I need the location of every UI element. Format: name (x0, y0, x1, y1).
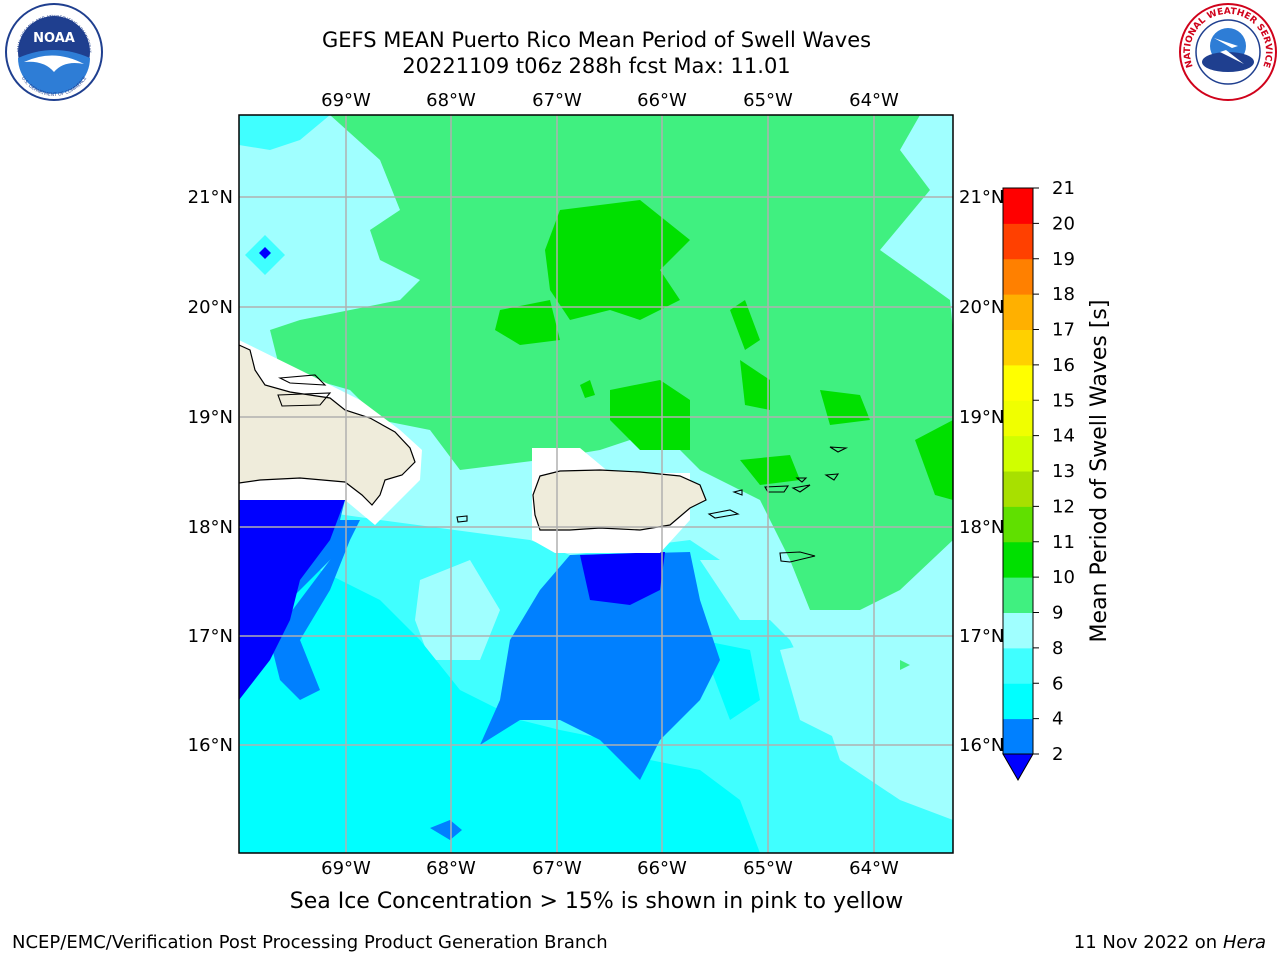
lat-tick-right: 19°N (959, 407, 1004, 428)
lat-tick-right: 17°N (959, 626, 1004, 647)
colorbar-segment (1003, 294, 1033, 330)
colorbar-segment (1003, 718, 1033, 755)
date-stamp: 11 Nov 2022 on Hera (1074, 932, 1266, 953)
colorbar-tick-label: 19 (1052, 249, 1075, 270)
nws-logo: NATIONAL WEATHER SERVICE (1179, 3, 1277, 101)
lat-tick-right: 18°N (959, 517, 1004, 538)
colorbar-tick-label: 21 (1052, 178, 1075, 199)
lon-tick-bottom: 65°W (743, 858, 793, 879)
colorbar: 2 4 6 8 9 10 11 12 13 14 15 16 17 18 19 20 21 Mean Perio… (1002, 178, 1112, 782)
contour-10-11s (740, 360, 770, 410)
noaa-logo-text: NOAA (33, 31, 75, 46)
colorbar-segment (1003, 647, 1033, 684)
lat-tick-right: 16°N (959, 735, 1004, 756)
lon-tick-top: 68°W (426, 90, 476, 111)
colorbar-tick-label: 9 (1052, 603, 1063, 624)
colorbar-segment (1003, 506, 1033, 543)
lon-tick-top: 66°W (637, 90, 687, 111)
lon-tick-bottom: 64°W (849, 858, 899, 879)
lon-tick-bottom: 69°W (321, 858, 371, 879)
lat-tick-left: 18°N (188, 517, 233, 538)
lon-tick-bottom: 66°W (637, 858, 687, 879)
contour-10-11s (580, 380, 595, 398)
colorbar-tick-label: 6 (1052, 673, 1063, 694)
contour-below-2s (239, 500, 345, 700)
colorbar-segment (1003, 577, 1033, 613)
colorbar-segment (1003, 435, 1033, 472)
contour-10-11s (545, 200, 690, 320)
islands-outline (277, 374, 849, 563)
contour-8-9s-patch (780, 640, 860, 740)
colorbar-extend-arrow (1002, 753, 1034, 782)
sea-ice-note: Sea Ice Concentration > 15% is shown in … (289, 889, 904, 914)
colorbar-segment (1003, 258, 1033, 295)
credit-text: NCEP/EMC/Verification Post Processing Pr… (12, 932, 608, 953)
colorbar-tick-label: 2 (1052, 744, 1063, 765)
lon-tick-bottom: 67°W (532, 858, 582, 879)
noaa-logo: NOAA NATIONAL OCEANIC AND ATMOSPHERIC AD… (4, 2, 103, 101)
lon-tick-top: 67°W (532, 90, 582, 111)
colorbar-tick-label: 20 (1052, 213, 1075, 234)
map-frame (238, 114, 954, 854)
colorbar-tick-label: 16 (1052, 355, 1075, 376)
swell-period-field (239, 115, 953, 853)
lon-tick-top: 69°W (321, 90, 371, 111)
hispaniola-land (239, 344, 416, 506)
contour-10-11s (495, 300, 560, 345)
map-grid (239, 115, 953, 853)
lat-tick-left: 17°N (188, 626, 233, 647)
lat-tick-right: 20°N (959, 297, 1004, 318)
lat-tick-right: 21°N (959, 187, 1004, 208)
map-title: GEFS MEAN Puerto Rico Mean Period of Swe… (321, 28, 872, 52)
colorbar-segment (1003, 541, 1033, 578)
colorbar-tick-label: 12 (1052, 496, 1075, 517)
lat-tick-left: 21°N (188, 187, 233, 208)
colorbar-tick-label: 10 (1052, 567, 1075, 588)
colorbar-title: Mean Period of Swell Waves [s] (1087, 300, 1112, 643)
colorbar-segment (1003, 683, 1033, 720)
machine-name: Hera (1222, 932, 1266, 953)
date-text: 11 Nov 2022 on (1073, 932, 1218, 953)
lon-tick-bottom: 68°W (426, 858, 476, 879)
colorbar-segment (1003, 471, 1033, 507)
lon-tick-top: 65°W (743, 90, 793, 111)
contour-10-11s (730, 300, 760, 350)
contour-2-4s (430, 820, 462, 840)
contour-8-9s-patch (700, 560, 780, 620)
colorbar-tick-label: 15 (1052, 390, 1075, 411)
contour-9-10s-patch (900, 660, 910, 670)
contour-10-11s (740, 455, 800, 485)
contour-4-6s (239, 560, 760, 853)
map-subtitle: 20221109 t06z 288h fcst Max: 11.01 (402, 54, 791, 78)
colorbar-tick-label: 13 (1052, 461, 1075, 482)
contour-8-9s-patch (415, 560, 500, 660)
colorbar-tick-label: 17 (1052, 320, 1075, 341)
colorbar-tick-label: 14 (1052, 426, 1075, 447)
colorbar-segment (1003, 329, 1033, 366)
colorbar-tick-label: 8 (1052, 638, 1063, 659)
contour-10-11s (610, 380, 690, 450)
colorbar-tick-label: 11 (1052, 532, 1075, 553)
colorbar-segment (1003, 188, 1033, 224)
contour-10-11s (915, 420, 953, 500)
colorbar-tick-label: 4 (1052, 709, 1063, 730)
contour-2-4s-central (480, 552, 720, 780)
contour-below-2s (259, 247, 271, 259)
colorbar-segment (1003, 223, 1033, 260)
contour-6-8s (239, 115, 330, 150)
contour-below-2s (580, 552, 665, 605)
lat-tick-left: 20°N (188, 297, 233, 318)
colorbar-tick-label: 18 (1052, 284, 1075, 305)
colorbar-segment (1003, 364, 1033, 401)
lat-tick-left: 19°N (188, 407, 233, 428)
colorbar-segment (1003, 612, 1033, 649)
lat-tick-left: 16°N (188, 735, 233, 756)
lon-tick-top: 64°W (849, 90, 899, 111)
colorbar-segment (1003, 400, 1033, 437)
